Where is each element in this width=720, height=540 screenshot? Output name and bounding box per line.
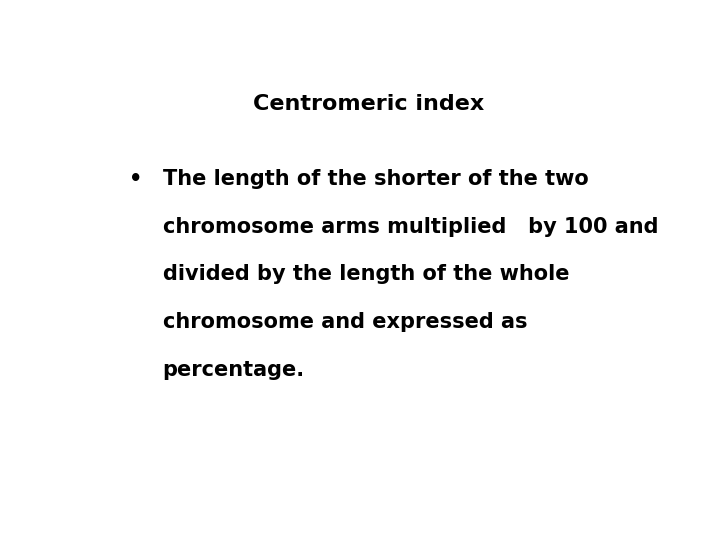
Text: The length of the shorter of the two: The length of the shorter of the two bbox=[163, 168, 588, 189]
Text: Centromeric index: Centromeric index bbox=[253, 94, 485, 114]
Text: chromosome and expressed as: chromosome and expressed as bbox=[163, 312, 527, 332]
Text: •: • bbox=[129, 168, 143, 189]
Text: percentage.: percentage. bbox=[163, 360, 305, 380]
Text: divided by the length of the whole: divided by the length of the whole bbox=[163, 265, 569, 285]
Text: chromosome arms multiplied   by 100 and: chromosome arms multiplied by 100 and bbox=[163, 217, 658, 237]
